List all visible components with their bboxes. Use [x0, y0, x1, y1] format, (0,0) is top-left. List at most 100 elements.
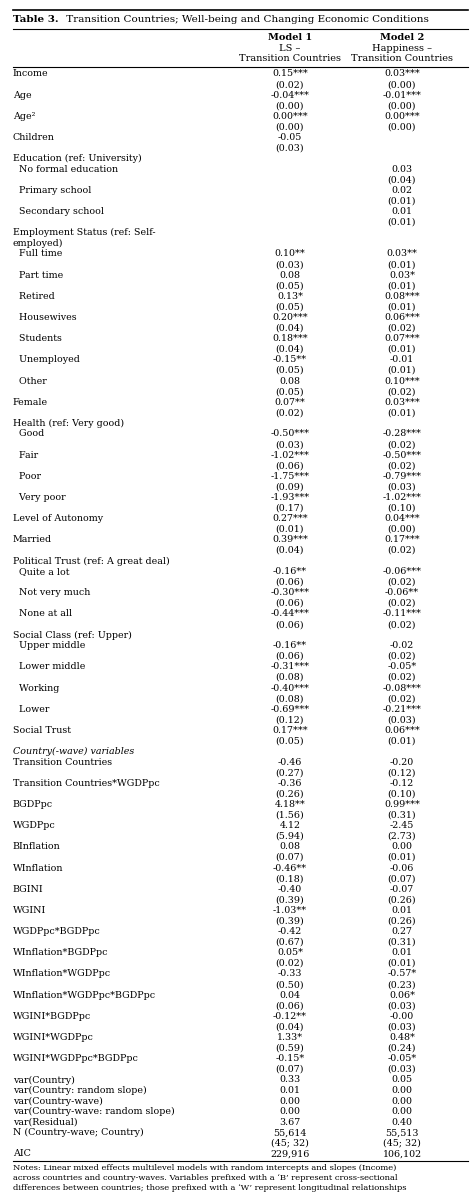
Text: Students: Students: [13, 334, 62, 343]
Text: (0.02): (0.02): [388, 694, 416, 703]
Text: 0.33: 0.33: [279, 1075, 301, 1085]
Text: 0.04***: 0.04***: [384, 514, 420, 523]
Text: -0.21***: -0.21***: [383, 704, 421, 714]
Text: -1.02***: -1.02***: [271, 451, 310, 460]
Text: 0.18***: 0.18***: [272, 334, 308, 343]
Text: 0.03**: 0.03**: [387, 249, 418, 259]
Text: Education (ref: University): Education (ref: University): [13, 154, 142, 163]
Text: Social Trust: Social Trust: [13, 726, 71, 735]
Text: (0.05): (0.05): [276, 366, 304, 375]
Text: (1.56): (1.56): [275, 811, 304, 820]
Text: 0.07***: 0.07***: [384, 334, 420, 343]
Text: 0.02: 0.02: [392, 186, 412, 195]
Text: Secondary school: Secondary school: [13, 207, 104, 216]
Text: (0.02): (0.02): [388, 578, 416, 586]
Text: (0.02): (0.02): [388, 323, 416, 333]
Text: LS –: LS –: [279, 43, 301, 52]
Text: (0.01): (0.01): [388, 260, 416, 269]
Text: (0.31): (0.31): [388, 811, 416, 820]
Text: (0.00): (0.00): [388, 80, 416, 89]
Text: 0.04: 0.04: [280, 991, 301, 1000]
Text: -0.16**: -0.16**: [273, 567, 307, 576]
Text: BGINI: BGINI: [13, 884, 44, 894]
Text: -0.06: -0.06: [390, 864, 414, 873]
Text: (0.27): (0.27): [276, 769, 304, 777]
Text: -0.31***: -0.31***: [271, 663, 310, 671]
Text: -0.36: -0.36: [278, 778, 302, 788]
Text: Part time: Part time: [13, 271, 63, 280]
Text: (0.02): (0.02): [388, 598, 416, 608]
Text: 0.06*: 0.06*: [389, 991, 415, 1000]
Text: 0.03*: 0.03*: [389, 271, 415, 280]
Text: (0.02): (0.02): [276, 80, 304, 89]
Text: (0.24): (0.24): [388, 1044, 416, 1053]
Text: 0.00***: 0.00***: [272, 112, 308, 120]
Text: Quite a lot: Quite a lot: [13, 567, 70, 576]
Text: Working: Working: [13, 683, 59, 693]
Text: (0.05): (0.05): [276, 303, 304, 311]
Text: 0.20***: 0.20***: [272, 313, 308, 322]
Text: 55,513: 55,513: [385, 1129, 419, 1137]
Text: (0.05): (0.05): [276, 737, 304, 745]
Text: (0.01): (0.01): [388, 737, 416, 745]
Text: var(Country-wave: random slope): var(Country-wave: random slope): [13, 1107, 175, 1116]
Text: (0.02): (0.02): [276, 409, 304, 417]
Text: -0.15**: -0.15**: [273, 355, 307, 365]
Text: (0.02): (0.02): [388, 461, 416, 471]
Text: -0.57*: -0.57*: [387, 969, 417, 979]
Text: (0.26): (0.26): [388, 917, 416, 925]
Text: (0.31): (0.31): [388, 938, 416, 946]
Text: (0.02): (0.02): [388, 673, 416, 682]
Text: (0.02): (0.02): [388, 440, 416, 449]
Text: across countries and country-waves. Variables prefixed with a ‘B’ represent cros: across countries and country-waves. Vari…: [13, 1174, 398, 1182]
Text: 4.12: 4.12: [280, 821, 301, 831]
Text: (0.67): (0.67): [276, 938, 304, 946]
Text: WInflation: WInflation: [13, 864, 64, 873]
Text: Transition Countries: Transition Countries: [13, 758, 112, 766]
Text: 0.00: 0.00: [392, 1097, 412, 1105]
Text: -1.75***: -1.75***: [271, 472, 310, 480]
Text: (0.00): (0.00): [388, 524, 416, 534]
Text: 0.10***: 0.10***: [384, 377, 420, 385]
Text: (0.39): (0.39): [275, 917, 304, 925]
Text: WGDPpc: WGDPpc: [13, 821, 56, 831]
Text: 0.99***: 0.99***: [384, 800, 420, 809]
Text: Country(-wave) variables: Country(-wave) variables: [13, 747, 134, 756]
Text: (0.07): (0.07): [276, 853, 304, 862]
Text: -1.03**: -1.03**: [273, 906, 307, 915]
Text: Married: Married: [13, 535, 52, 545]
Text: differences between countries; those prefixed with a ‘W’ represent longitudinal : differences between countries; those pre…: [13, 1184, 407, 1192]
Text: -0.11***: -0.11***: [383, 609, 421, 619]
Text: 0.03: 0.03: [392, 164, 412, 174]
Text: Full time: Full time: [13, 249, 63, 259]
Text: -0.06***: -0.06***: [383, 567, 421, 576]
Text: 1.33*: 1.33*: [277, 1033, 303, 1042]
Text: (0.04): (0.04): [276, 344, 304, 354]
Text: (0.06): (0.06): [276, 598, 304, 608]
Text: 0.15***: 0.15***: [272, 69, 308, 79]
Text: -0.46**: -0.46**: [273, 864, 307, 873]
Text: Transition Countries*WGDPpc: Transition Countries*WGDPpc: [13, 778, 160, 788]
Text: (0.23): (0.23): [388, 980, 416, 989]
Text: WGINI*BGDPpc: WGINI*BGDPpc: [13, 1012, 91, 1020]
Text: (0.03): (0.03): [276, 143, 304, 153]
Text: (0.50): (0.50): [276, 980, 304, 989]
Text: -0.06**: -0.06**: [385, 589, 419, 597]
Text: (0.18): (0.18): [276, 874, 304, 883]
Text: 0.01: 0.01: [280, 1086, 301, 1095]
Text: (2.73): (2.73): [388, 832, 416, 840]
Text: -0.20: -0.20: [390, 758, 414, 766]
Text: Age: Age: [13, 91, 32, 100]
Text: Good: Good: [13, 429, 44, 439]
Text: -0.79***: -0.79***: [383, 472, 421, 480]
Text: -0.69***: -0.69***: [271, 704, 310, 714]
Text: Upper middle: Upper middle: [13, 641, 85, 651]
Text: AIC: AIC: [13, 1149, 31, 1159]
Text: (0.06): (0.06): [276, 1001, 304, 1011]
Text: (0.03): (0.03): [276, 260, 304, 269]
Text: 0.17***: 0.17***: [384, 535, 420, 545]
Text: Transition Countries; Well-being and Changing Economic Conditions: Transition Countries; Well-being and Cha…: [63, 14, 429, 24]
Text: (0.06): (0.06): [276, 620, 304, 629]
Text: 106,102: 106,102: [383, 1149, 421, 1159]
Text: (0.02): (0.02): [388, 387, 416, 396]
